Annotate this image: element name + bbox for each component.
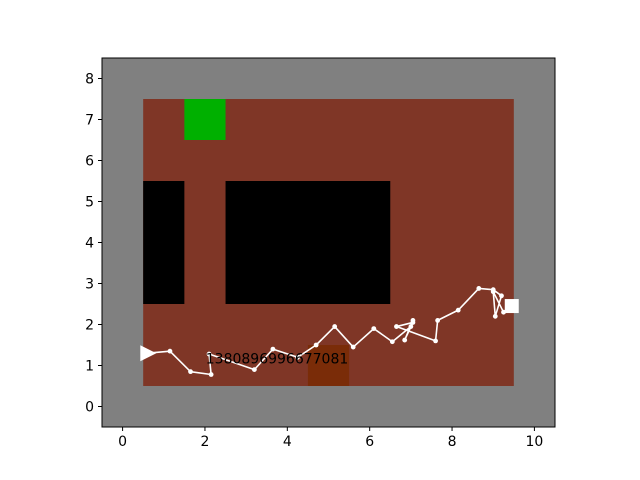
y-tick-label: 4 xyxy=(85,236,94,252)
trajectory-point xyxy=(167,348,173,354)
y-tick-label: 7 xyxy=(85,113,94,129)
goal-cell xyxy=(184,99,226,140)
obstacle-left xyxy=(143,181,185,304)
trajectory-point xyxy=(206,351,212,357)
x-tick-label: 2 xyxy=(200,434,209,450)
trajectory-point xyxy=(501,309,506,315)
obstacle-center xyxy=(225,181,391,304)
x-tick-label: 4 xyxy=(283,434,292,450)
grid-cells xyxy=(102,58,555,427)
trajectory-point xyxy=(435,318,441,323)
trajectory-point xyxy=(433,338,438,344)
trajectory-point xyxy=(490,289,496,295)
y-axis-ticks: 0 1 2 3 4 5 6 7 8 xyxy=(85,72,102,416)
x-axis-ticks: 0 2 4 6 8 10 xyxy=(118,427,543,450)
lava-cell xyxy=(307,345,350,386)
trajectory-point xyxy=(492,313,498,319)
y-tick-label: 0 xyxy=(85,400,94,416)
episode-id-annotation: 1380896996677081 xyxy=(206,351,349,367)
trajectory-point xyxy=(499,293,504,299)
trajectory-point xyxy=(476,286,482,291)
y-tick-label: 2 xyxy=(85,318,94,334)
y-tick-label: 5 xyxy=(85,195,94,211)
trajectory-point xyxy=(270,346,276,352)
trajectory-point xyxy=(350,344,356,350)
trajectory-point xyxy=(410,320,416,325)
x-tick-label: 6 xyxy=(365,434,374,450)
trajectory-point xyxy=(188,369,193,375)
y-tick-label: 8 xyxy=(85,72,94,88)
trajectory-point xyxy=(408,324,414,329)
trajectory-point xyxy=(251,367,257,372)
trajectory-point xyxy=(295,354,301,360)
trajectory-point xyxy=(371,326,377,331)
x-tick-label: 0 xyxy=(118,434,127,450)
start-marker-triangle xyxy=(140,345,157,362)
trajectory-point xyxy=(332,324,338,329)
y-tick-label: 6 xyxy=(85,154,94,170)
trajectory-point xyxy=(313,342,319,348)
trajectory-point xyxy=(402,337,408,343)
trajectory-point xyxy=(389,339,395,345)
y-tick-label: 3 xyxy=(85,277,94,293)
x-tick-label: 8 xyxy=(448,434,457,450)
end-marker-square xyxy=(504,299,519,314)
trajectory-markers xyxy=(140,299,519,362)
trajectory-point xyxy=(455,307,461,313)
annotation-layer: 1380896996677081 xyxy=(206,351,349,367)
trajectory-point xyxy=(394,324,399,329)
x-tick-label: 10 xyxy=(525,434,543,450)
trajectory-point xyxy=(208,372,214,377)
y-tick-label: 1 xyxy=(85,359,94,375)
